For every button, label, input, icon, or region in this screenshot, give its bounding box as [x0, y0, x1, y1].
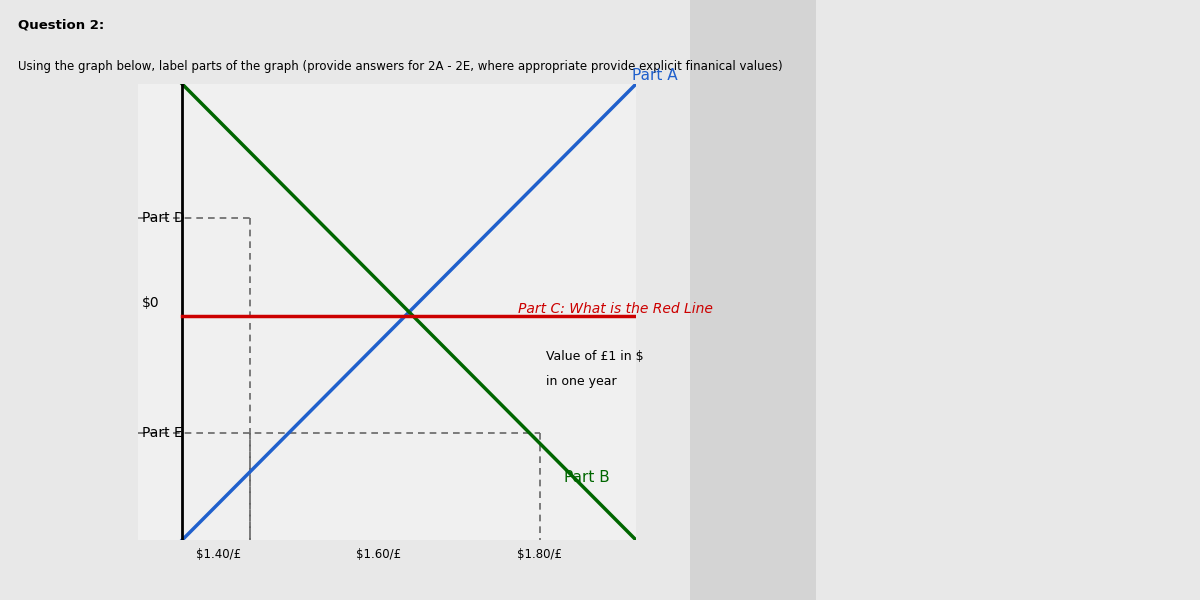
- Text: Part C: What is the Red Line: Part C: What is the Red Line: [518, 302, 713, 316]
- Text: in one year: in one year: [546, 374, 617, 388]
- Text: Part D: Part D: [142, 211, 185, 225]
- Text: Question 2:: Question 2:: [18, 18, 104, 31]
- Text: Part E: Part E: [142, 426, 182, 440]
- Text: $0: $0: [142, 296, 160, 310]
- Text: Value of £1 in $: Value of £1 in $: [546, 350, 643, 364]
- Text: Part A: Part A: [632, 67, 678, 82]
- Text: Using the graph below, label parts of the graph (provide answers for 2A - 2E, wh: Using the graph below, label parts of th…: [18, 60, 782, 73]
- Text: Part B: Part B: [564, 469, 610, 485]
